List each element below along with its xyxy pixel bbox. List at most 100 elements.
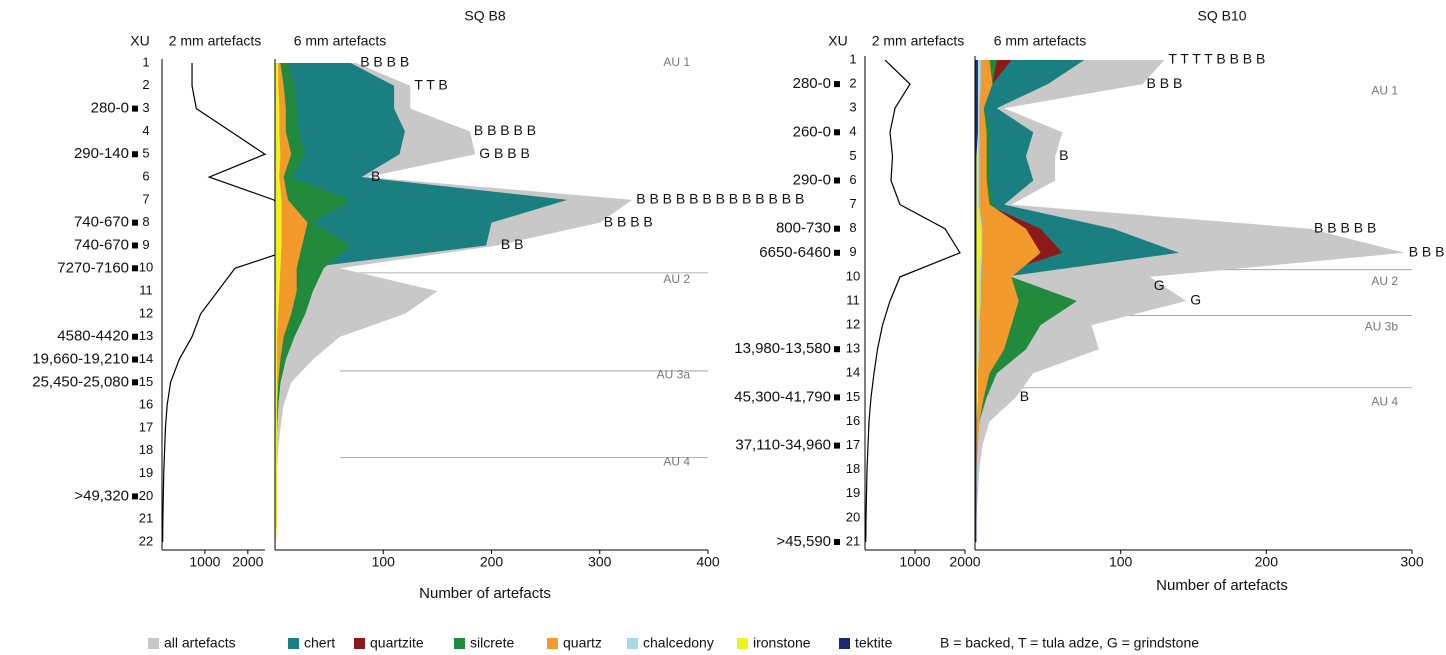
xu-tick-label: 7 [849,196,856,211]
x-axis-label: Number of artefacts [1156,577,1288,594]
area-chert [275,63,568,542]
xu-tick-label: 18 [139,442,153,457]
artefact-annotation: B [1020,388,1029,404]
xu-tick-label: 6 [849,172,856,187]
xu-tick-label: 13 [139,328,153,343]
date-label: 290-0 [793,171,831,188]
artefact-annotation: B B B B B [474,122,536,138]
legend-label-all: all artefacts [164,635,236,651]
date-marker [132,379,138,386]
fine-x-tick-label: 1000 [189,554,220,570]
fine-x-tick-label: 2000 [232,554,263,570]
artefact-annotation: B B [501,236,524,252]
date-marker [834,346,840,353]
xu-tick-label: 1 [849,51,856,66]
legend-label-silcrete: silcrete [470,635,515,651]
artefact-annotation: B B B B [604,213,653,229]
xu-tick-label: 12 [139,305,153,320]
unit-label: AU 2 [1371,274,1398,288]
xu-tick-label: 12 [846,317,860,332]
unit-label: AU 4 [663,454,690,468]
artefact-annotation: B [371,168,380,184]
unit-label: AU 4 [1371,394,1398,408]
date-marker [834,129,840,136]
date-label: 280-0 [91,100,129,117]
x-tick-label: 100 [1109,554,1133,570]
x-tick-label: 100 [372,554,396,570]
date-marker [834,177,840,184]
date-marker [834,539,840,545]
xu-tick-label: 5 [142,146,149,161]
xu-tick-label: 4 [142,123,149,138]
legend-swatch-chalcedony [627,638,638,649]
xu-tick-label: 16 [846,413,860,428]
xu-tick-label: 3 [849,100,856,115]
date-label: >49,320 [74,487,129,504]
xu-tick-label: 14 [846,365,860,380]
xu-tick-label: 17 [139,419,153,434]
xu-tick-label: 10 [846,268,860,283]
fine-x-tick-label: 2000 [949,554,980,570]
artefact-annotation: G B B B [479,145,530,161]
date-label: 280-0 [793,75,831,92]
legend-label-chalcedony: chalcedony [643,635,714,651]
xu-tick-label: 8 [849,220,856,235]
xu-tick-label: 1 [142,54,149,69]
date-label: 290-140 [74,145,129,162]
xu-axis-title: XU [130,33,149,49]
x-tick-label: 200 [480,554,504,570]
coarse-fraction-title: 6 mm artefacts [294,33,387,49]
xu-tick-label: 20 [846,509,860,524]
xu-tick-label: 5 [849,148,856,163]
artefact-annotation: B B B [1147,75,1183,91]
date-label: >45,590 [776,533,831,550]
fine-fraction-title: 2 mm artefacts [872,33,965,49]
x-tick-label: 300 [588,554,612,570]
date-marker [834,394,840,401]
panel-title: SQ B10 [1197,8,1246,24]
x-tick-label: 400 [696,554,720,570]
area-chert [975,60,1179,542]
date-marker [834,249,840,256]
date-marker [132,242,138,249]
xu-tick-label: 9 [142,237,149,252]
area-silcrete [275,63,351,542]
xu-tick-label: 2 [849,76,856,91]
date-marker [132,105,138,112]
date-label: 4580-4420 [57,328,129,345]
legend-note: B = backed, T = tula adze, G = grindston… [940,635,1199,651]
xu-tick-label: 18 [846,461,860,476]
xu-axis-title: XU [828,33,847,49]
xu-tick-label: 11 [846,292,860,307]
date-label: 45,300-41,790 [734,388,831,405]
xu-tick-label: 19 [139,465,153,480]
area-ironstone [275,63,282,542]
area-quartz [275,63,308,542]
legend-swatch-tektite [839,638,850,649]
legend-label-quartzite: quartzite [370,635,424,651]
fine-fraction-line [865,59,961,543]
date-marker [834,81,840,88]
artefact-annotation: B B B B B [1409,244,1446,260]
unit-label: AU 3b [1365,320,1399,334]
xu-tick-label: 8 [142,214,149,229]
artefact-annotation: B B B B [360,54,409,70]
date-marker [132,356,138,363]
xu-tick-label: 20 [139,488,153,503]
xu-tick-label: 17 [846,437,860,452]
x-axis-label: Number of artefacts [419,585,551,602]
date-label: 6650-6460 [759,244,831,261]
artefact-annotation: T T B [414,77,447,93]
legend-swatch-quartz [547,638,558,649]
legend-label-chert: chert [304,635,335,651]
x-tick-label: 300 [1400,554,1424,570]
unit-label: AU 3a [657,368,691,382]
xu-tick-label: 4 [849,124,856,139]
legend-swatch-all [148,638,159,649]
area-silcrete [975,60,1077,542]
xu-tick-label: 3 [142,100,149,115]
xu-tick-label: 21 [846,533,860,548]
date-marker [132,151,138,158]
